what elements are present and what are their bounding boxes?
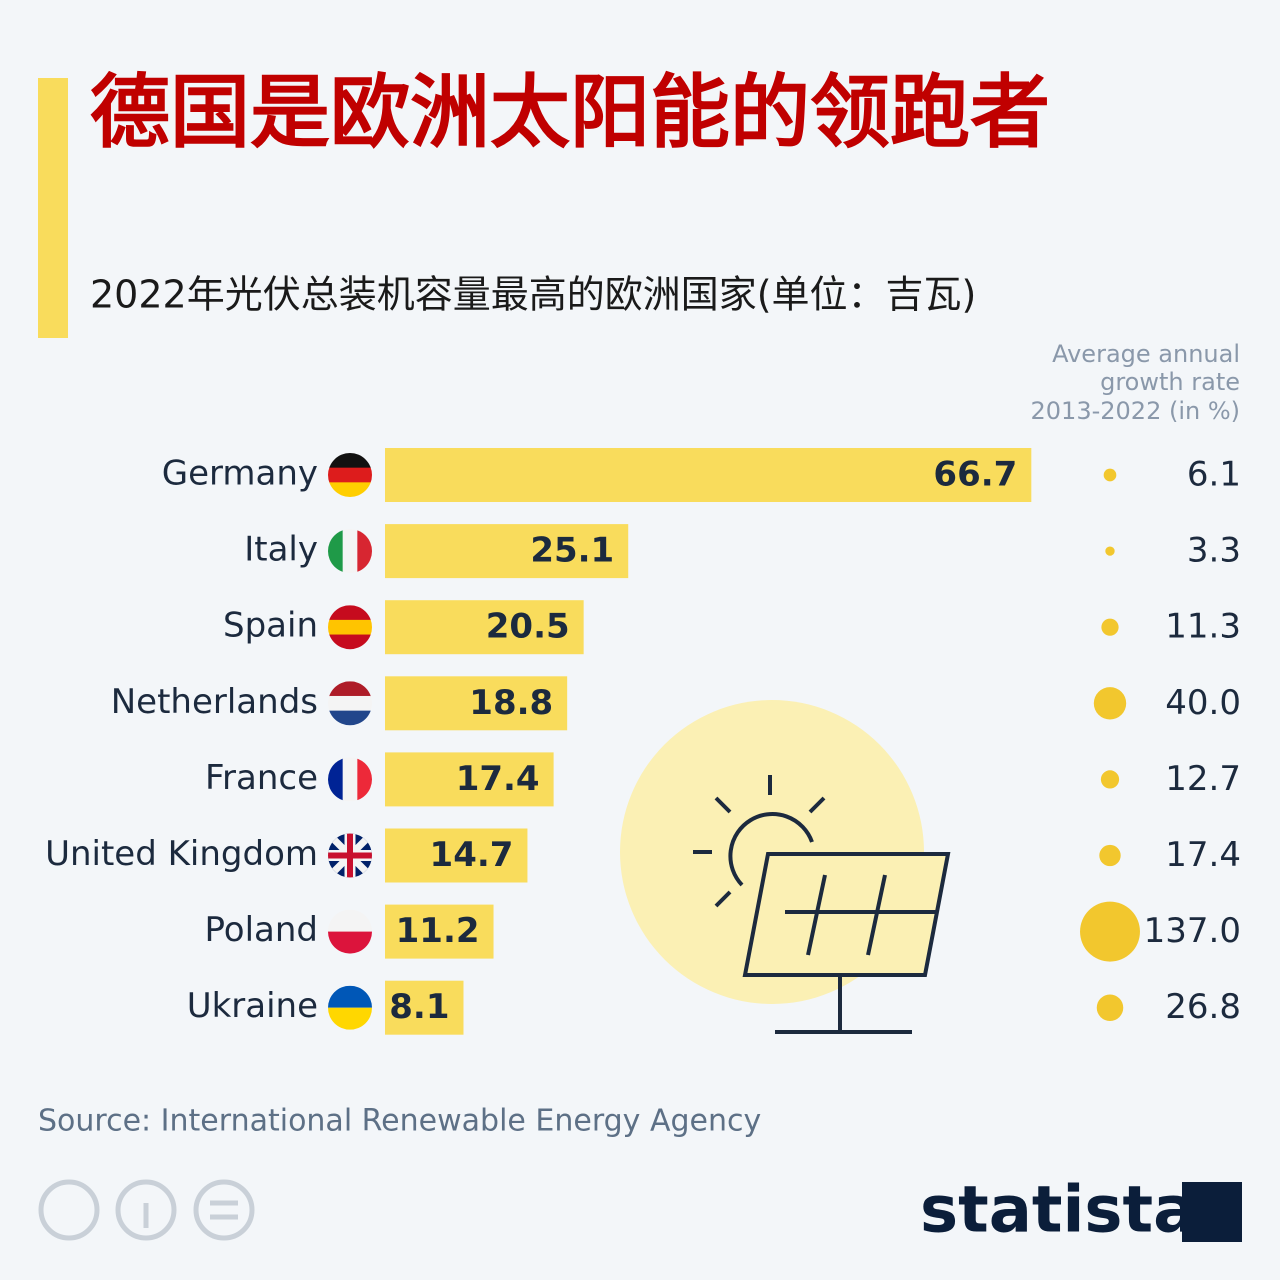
flag — [328, 833, 372, 878]
flag-stripe — [328, 681, 372, 697]
flag — [328, 605, 372, 650]
bar-value-label: 25.1 — [530, 531, 614, 571]
bar-value-label: 20.5 — [486, 607, 570, 647]
flag-stripe — [328, 482, 372, 497]
flag — [328, 681, 372, 726]
solar-illustration — [620, 700, 951, 1034]
growth-bubble — [1093, 687, 1127, 720]
flag-stripe — [342, 757, 358, 802]
growth-label: 6.1 — [1187, 455, 1241, 495]
flag-stripe — [328, 605, 372, 621]
chart-title: 德国是欧洲太阳能的领跑者 — [90, 66, 1050, 159]
flag-stripe — [328, 757, 344, 802]
flag — [328, 529, 372, 574]
growth-bubble — [1080, 901, 1140, 962]
logo-mark — [1182, 1182, 1242, 1242]
flag — [328, 757, 372, 802]
logo: statista — [920, 1174, 1196, 1248]
flag-stripe — [328, 467, 372, 483]
growth-label: 40.0 — [1165, 683, 1241, 723]
flag-stripe — [328, 634, 372, 650]
bar — [385, 600, 584, 655]
flag-stripe — [357, 529, 372, 574]
flag — [328, 985, 372, 1030]
growth-label: 26.8 — [1165, 987, 1241, 1027]
growth-header-line: growth rate — [1100, 368, 1240, 396]
flag-stripe — [328, 909, 372, 932]
growth-bubble — [1096, 994, 1124, 1021]
source: Source: International Renewable Energy A… — [38, 1104, 761, 1139]
flag — [328, 909, 372, 954]
category-label: United Kingdom — [45, 834, 318, 874]
category-label: France — [205, 758, 318, 798]
flag-stripe — [342, 529, 358, 574]
bar-value-label: 17.4 — [456, 759, 540, 799]
category-label: Netherlands — [111, 682, 318, 722]
category-label: Italy — [244, 530, 318, 570]
license-icons — [38, 1179, 255, 1241]
flag-stripe — [328, 931, 372, 954]
flag-stripe — [328, 695, 372, 712]
bar-value-label: 18.8 — [469, 683, 553, 723]
growth-label: 11.3 — [1165, 607, 1241, 647]
flag-cross — [328, 833, 372, 878]
category-label: Spain — [223, 606, 318, 646]
bar — [385, 448, 1032, 502]
accent-bar — [38, 78, 68, 338]
growth-bubble — [1099, 844, 1121, 867]
growth-label: 137.0 — [1144, 911, 1241, 951]
growth-header-line: 2013-2022 (in %) — [1031, 397, 1240, 425]
growth-label: 12.7 — [1165, 759, 1241, 799]
bar-value-label: 14.7 — [430, 835, 514, 875]
bar — [385, 904, 494, 959]
growth-bubble — [1101, 618, 1119, 636]
bar — [385, 980, 464, 1035]
growth-label: 17.4 — [1165, 835, 1241, 875]
bar-value-label: 66.7 — [933, 455, 1017, 495]
flag-stripe — [328, 529, 344, 574]
growth-bubble — [1105, 546, 1115, 556]
bar-value-label: 8.1 — [389, 987, 449, 1027]
category-label: Ukraine — [187, 986, 318, 1026]
growth-label: 3.3 — [1187, 531, 1241, 571]
flag-stripe — [357, 757, 372, 802]
flag — [328, 453, 372, 497]
bar — [385, 752, 554, 807]
chart-subtitle: 2022年光伏总装机容量最高的欧洲国家(单位：吉瓦) — [90, 273, 976, 317]
bar-value-label: 11.2 — [396, 911, 480, 951]
flag-stripe — [328, 1007, 372, 1030]
bar — [385, 524, 629, 579]
growth-header: Average annual growth rate 2013-2022 (in… — [1031, 340, 1240, 425]
category-label: Poland — [204, 910, 318, 950]
flag-stripe — [328, 453, 372, 469]
bar — [385, 828, 528, 883]
flag-stripe — [328, 985, 372, 1008]
growth-header-line: Average annual — [1052, 340, 1240, 368]
bar — [385, 676, 568, 731]
flag-stripe — [328, 710, 372, 726]
flag-stripe — [328, 619, 372, 636]
growth-bubble — [1103, 468, 1117, 482]
category-label: Germany — [162, 454, 318, 494]
growth-bubble — [1100, 770, 1120, 789]
